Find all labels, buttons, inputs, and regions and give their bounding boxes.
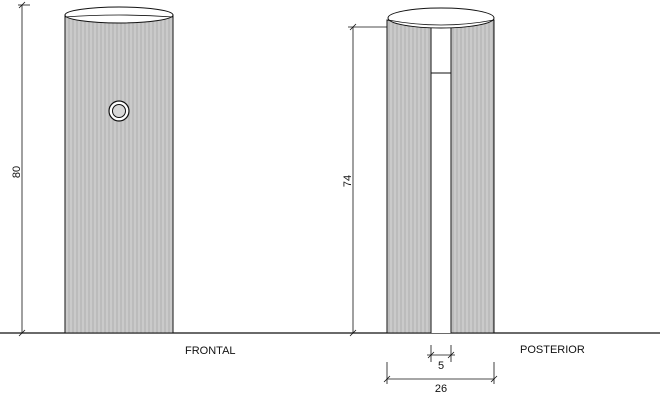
rear-gap-value: 5	[438, 360, 444, 372]
rear-width-value: 26	[435, 383, 447, 395]
rear-bollard-cap-rim	[387, 19, 495, 26]
round-port-icon	[108, 100, 130, 122]
rear-height-slash-bottom	[349, 329, 357, 337]
front-view-label: FRONTAL	[185, 345, 236, 357]
rear-bollard-cap	[387, 7, 495, 29]
rear-bollard-slot	[431, 27, 451, 333]
front-view: 80	[11, 1, 174, 337]
front-height-value: 80	[11, 166, 23, 178]
rear-height-slash-top	[349, 23, 357, 31]
rear-gap-slash-left	[427, 351, 435, 359]
rear-bollard-right-half	[450, 19, 495, 334]
front-bollard-body	[64, 14, 174, 334]
front-height-slash-top	[18, 1, 26, 9]
rear-width-slash-right	[490, 375, 498, 383]
rear-gap-slash-right	[447, 351, 455, 359]
rear-view-label: POSTERIOR	[520, 344, 585, 356]
rear-bollard-left-half	[386, 19, 432, 334]
rear-height-value: 74	[342, 175, 354, 187]
rear-width-slash-left	[383, 375, 391, 383]
front-bollard-cap-rim	[64, 14, 174, 18]
front-height-slash-bottom	[18, 329, 26, 337]
rear-view: 74 5 26	[342, 7, 498, 395]
